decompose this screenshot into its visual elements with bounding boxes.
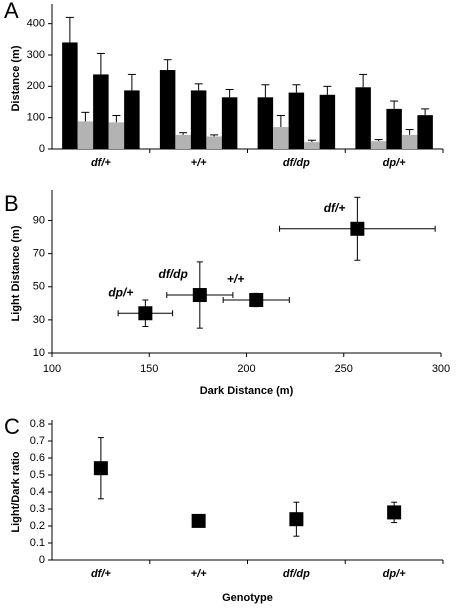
y-tick-label: 10 xyxy=(33,347,45,359)
y-tick-label: 70 xyxy=(33,248,45,260)
y-tick-label: 0.6 xyxy=(30,452,45,464)
point xyxy=(191,513,206,528)
y-tick-label: 0.5 xyxy=(30,469,45,481)
point-label: dp/+ xyxy=(108,285,133,299)
point xyxy=(387,505,402,520)
y-tick-label: 100 xyxy=(27,112,45,124)
bar xyxy=(190,90,207,149)
bar xyxy=(288,92,305,149)
point xyxy=(249,293,264,307)
y-axis-label: Distance (m) xyxy=(10,45,22,111)
x-tick-label: df/+ xyxy=(91,568,111,580)
bar xyxy=(355,87,371,149)
y-tick-label: 0.8 xyxy=(30,418,45,430)
x-tick-label: +/+ xyxy=(191,157,207,169)
bar xyxy=(273,127,289,149)
bar xyxy=(319,94,336,149)
bar xyxy=(62,42,78,149)
y-tick-label: 0.1 xyxy=(30,537,45,549)
y-tick-label: 50 xyxy=(33,281,45,293)
x-tick-label: dp/+ xyxy=(383,157,406,169)
point xyxy=(192,288,207,303)
panel-letter: B xyxy=(4,191,19,216)
bar xyxy=(159,70,176,149)
y-tick-label: 0 xyxy=(39,143,45,155)
bar xyxy=(304,142,320,149)
y-tick-label: 0.4 xyxy=(30,486,45,498)
x-axis-label: Dark Distance (m) xyxy=(200,385,294,397)
y-tick-label: 0.2 xyxy=(30,520,45,532)
y-tick-label: 0.3 xyxy=(30,503,45,515)
point-label: df/dp xyxy=(158,267,187,281)
bar xyxy=(124,90,140,149)
bar xyxy=(175,134,191,149)
bar xyxy=(77,121,94,149)
y-tick-label: 0 xyxy=(39,554,45,566)
bar xyxy=(417,115,433,149)
point-label: df/+ xyxy=(324,201,346,215)
bar xyxy=(370,141,387,149)
x-tick-label: 150 xyxy=(140,363,158,375)
point xyxy=(138,306,153,321)
x-tick-label: df/+ xyxy=(91,157,111,169)
point xyxy=(93,461,108,476)
x-tick-label: 250 xyxy=(335,363,353,375)
y-tick-label: 300 xyxy=(27,49,45,61)
x-tick-label: 200 xyxy=(237,363,255,375)
bar xyxy=(108,122,125,149)
x-tick-label: 300 xyxy=(432,363,450,375)
x-axis-label: Genotype xyxy=(222,592,273,604)
y-tick-label: 200 xyxy=(27,80,45,92)
point xyxy=(350,221,365,236)
point xyxy=(289,512,304,527)
point-label: +/+ xyxy=(227,272,244,286)
panel-letter: C xyxy=(4,414,20,439)
x-tick-label: +/+ xyxy=(191,568,207,580)
y-tick-label: 0.7 xyxy=(30,435,45,447)
bar xyxy=(206,136,222,149)
y-axis-label: Light Distance (m) xyxy=(10,225,22,321)
x-tick-label: df/dp xyxy=(283,157,310,169)
bar xyxy=(386,108,402,149)
bar xyxy=(257,97,274,149)
y-tick-label: 30 xyxy=(33,314,45,326)
y-tick-label: 90 xyxy=(33,214,45,226)
bar xyxy=(221,97,238,149)
bar xyxy=(93,74,109,149)
panel-letter: A xyxy=(4,0,19,23)
y-tick-label: 400 xyxy=(27,18,45,30)
y-axis-label: Light/Dark ratio xyxy=(10,451,22,533)
bar xyxy=(401,134,418,149)
x-tick-label: df/dp xyxy=(283,568,310,580)
x-tick-label: dp/+ xyxy=(383,568,406,580)
x-tick-label: 100 xyxy=(43,363,61,375)
